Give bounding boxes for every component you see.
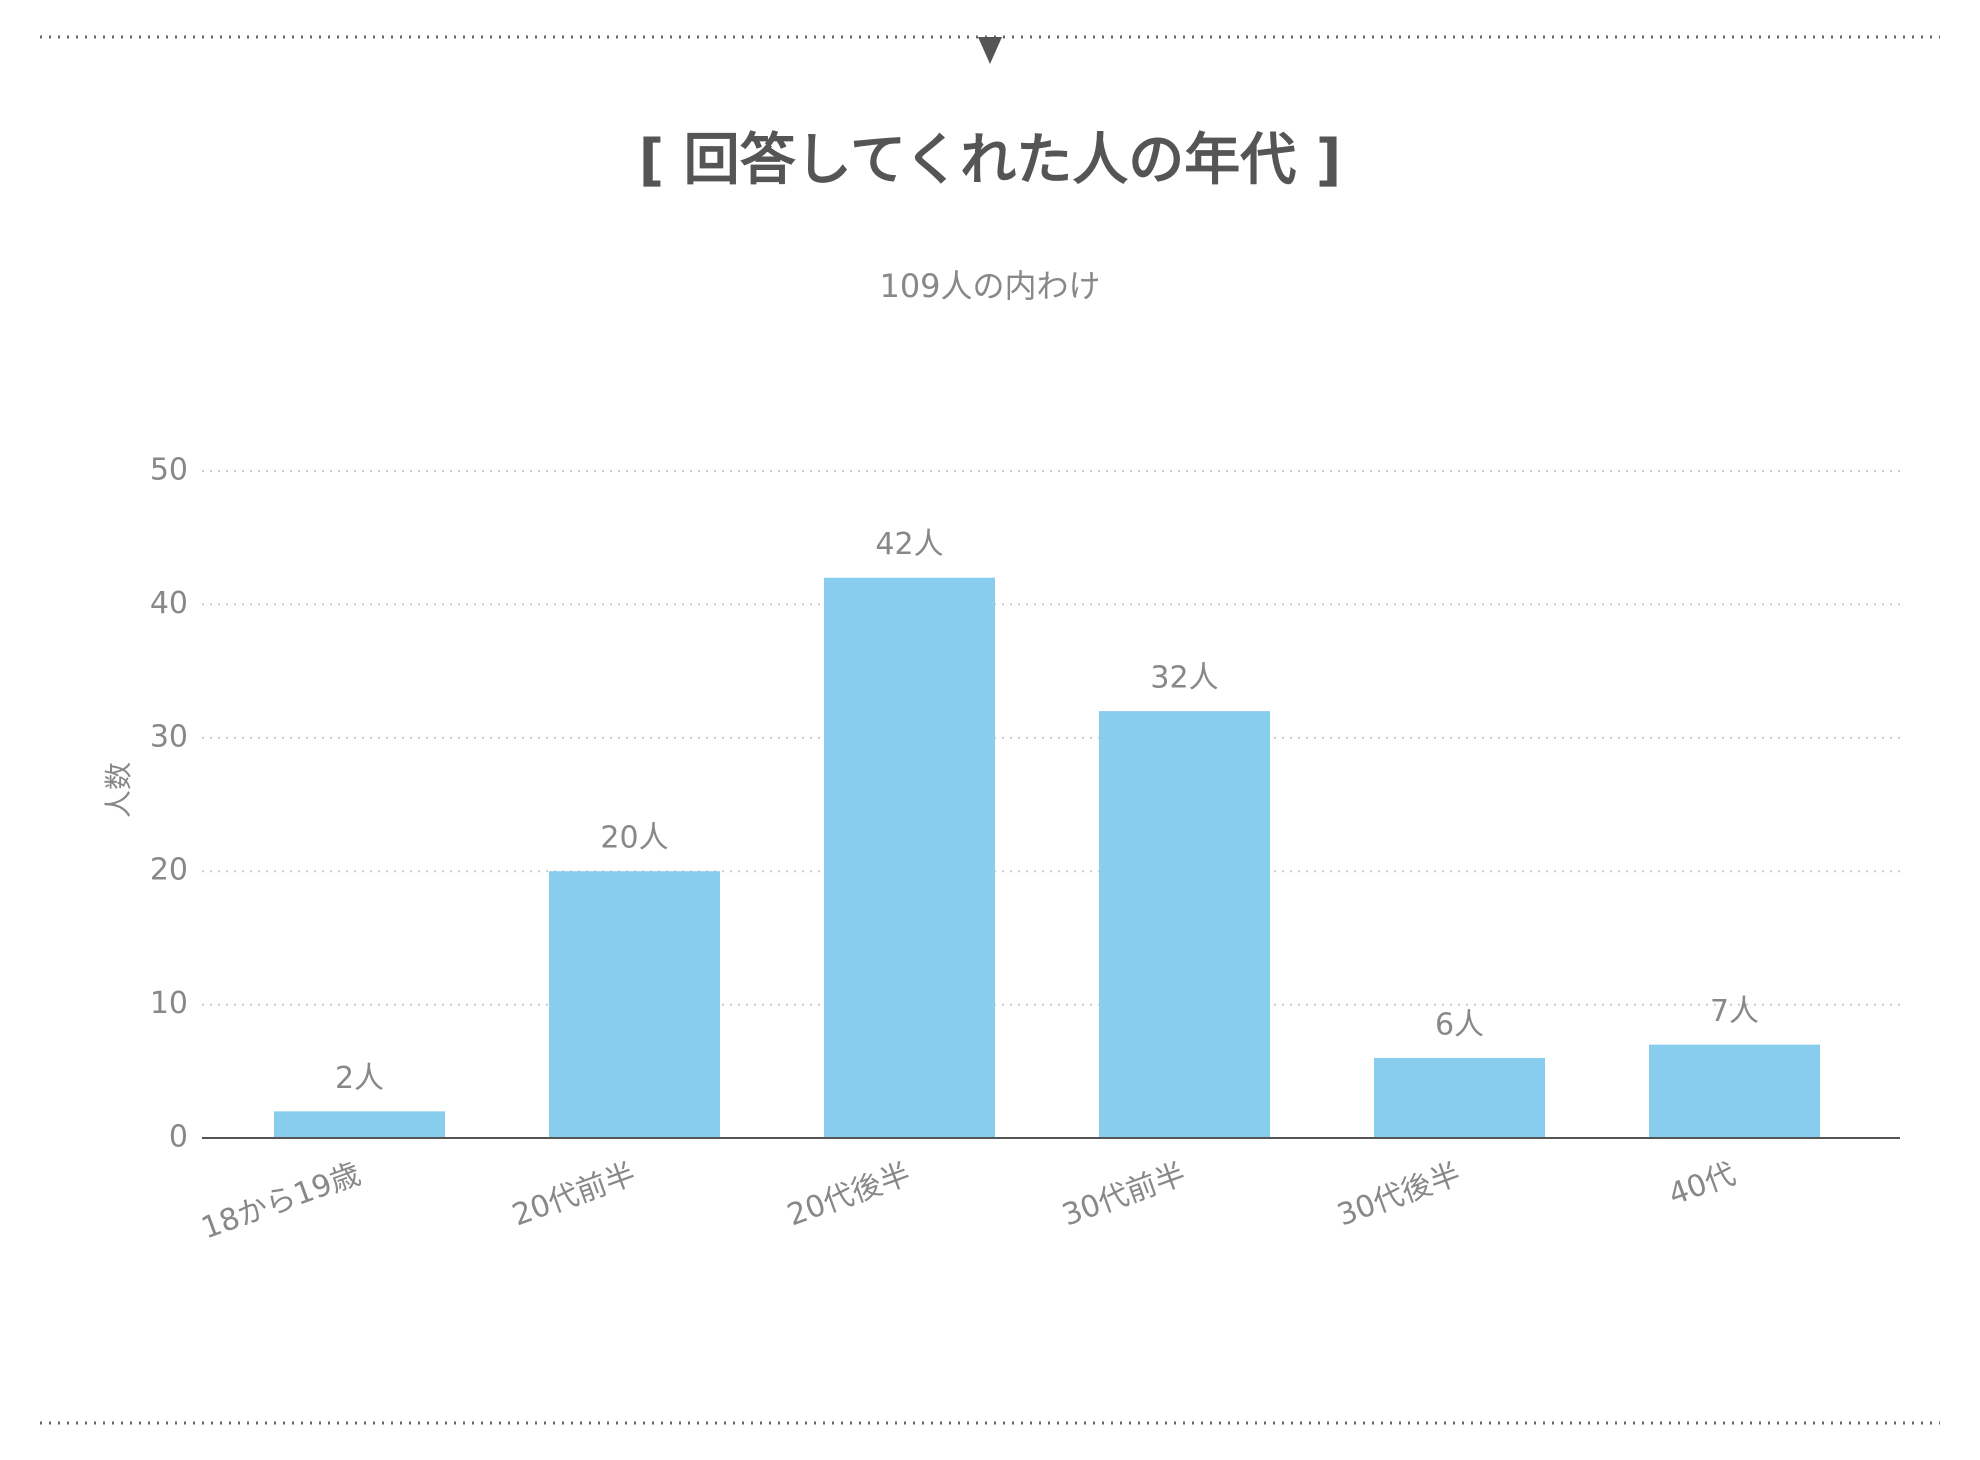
x-tick-label: 20代前半	[508, 1157, 640, 1234]
data-label: 32人	[1150, 661, 1218, 696]
chart-title: [ 回答してくれた人の年代 ]	[639, 128, 1342, 193]
x-tick-label: 30代後半	[1333, 1157, 1465, 1234]
y-axis-label: 人数	[102, 762, 135, 818]
divider-arrow	[978, 37, 1002, 64]
data-label: 2人	[335, 1061, 384, 1096]
y-tick-label: 0	[169, 1120, 188, 1155]
y-tick-label: 20	[150, 853, 188, 888]
x-tick-label: 40代	[1664, 1157, 1740, 1213]
bar	[824, 577, 995, 1138]
y-tick-label: 40	[150, 586, 188, 621]
data-label: 42人	[875, 527, 943, 562]
x-tick-label: 20代後半	[783, 1157, 915, 1234]
x-tick-label: 30代前半	[1058, 1157, 1190, 1234]
bar	[274, 1111, 445, 1138]
y-tick-label: 10	[150, 986, 188, 1021]
x-tick-label: 18から19歳	[197, 1157, 365, 1247]
bar	[549, 871, 720, 1138]
data-label: 20人	[600, 821, 668, 856]
bar	[1649, 1044, 1820, 1138]
data-label: 6人	[1435, 1007, 1484, 1042]
y-tick-label: 30	[150, 719, 188, 754]
chart-subtitle: 109人の内わけ	[879, 267, 1100, 305]
bar	[1374, 1057, 1545, 1138]
bar	[1099, 711, 1270, 1138]
y-tick-label: 50	[150, 453, 188, 488]
data-label: 7人	[1710, 994, 1759, 1029]
